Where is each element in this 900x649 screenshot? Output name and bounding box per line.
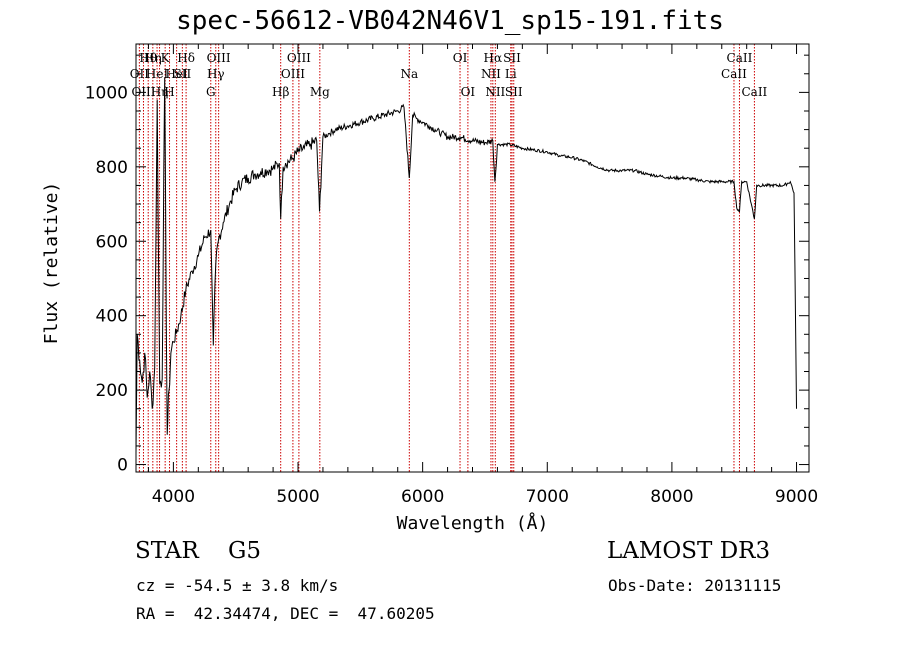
line-label-20: OI xyxy=(461,85,476,99)
line-label-4: HeI xyxy=(146,67,169,81)
line-label-22: Hα xyxy=(484,51,503,65)
line-label-27: CaII xyxy=(721,67,747,81)
emission-line-labels: OIIOIIIHθHηHeIHηKHHeISIIHδGHγOIIIHβOIIIO… xyxy=(130,51,768,99)
line-label-10: Hδ xyxy=(177,51,195,65)
line-label-13: OIII xyxy=(207,51,231,65)
x-axis-label: Wavelength (Å) xyxy=(397,512,549,534)
line-label-17: Mg xyxy=(310,85,330,99)
line-label-28: CaII xyxy=(727,51,753,65)
y-tick-label: 600 xyxy=(96,232,128,252)
line-label-5: Hη xyxy=(151,85,169,99)
line-label-3: Hη xyxy=(144,51,162,65)
object-class: STAR G5 xyxy=(135,538,262,564)
line-label-2: Hθ xyxy=(139,51,157,65)
y-tick-label: 800 xyxy=(96,158,128,178)
line-label-14: Hβ xyxy=(272,85,289,99)
line-label-9: SII xyxy=(174,67,192,81)
line-label-21: NII xyxy=(481,67,501,81)
line-label-25: SII xyxy=(503,51,521,65)
survey-name: LAMOST DR3 xyxy=(607,538,771,564)
y-axis-ticks: 0 200 400 600 800 1000 xyxy=(85,54,809,476)
x-tick-label: 7000 xyxy=(526,487,569,507)
x-tick-label: 6000 xyxy=(401,487,444,507)
x-axis-ticks: 4000 5000 6000 7000 8000 9000 xyxy=(147,44,818,507)
y-tick-label: 0 xyxy=(117,456,128,476)
y-tick-label: 400 xyxy=(96,307,128,327)
line-label-15: OIII xyxy=(281,67,305,81)
x-tick-label: 5000 xyxy=(276,487,319,507)
spectrum-series-line xyxy=(135,77,797,454)
line-label-19: OI xyxy=(453,51,468,65)
coordinates: RA = 42.34474, DEC = 47.60205 xyxy=(136,604,435,623)
y-axis-label: Flux (relative) xyxy=(41,182,62,345)
y-tick-label: 200 xyxy=(96,381,128,401)
line-label-26: SII xyxy=(505,85,523,99)
line-label-16: OIII xyxy=(287,51,311,65)
emission-line-markers xyxy=(138,44,755,472)
obs-date: Obs-Date: 20131115 xyxy=(608,576,782,595)
velocity-readout: cz = -54.5 ± 3.8 km/s xyxy=(136,576,339,595)
plot-frame xyxy=(135,43,810,473)
y-tick-label: 1000 xyxy=(85,83,128,103)
line-label-29: CaII xyxy=(741,85,767,99)
line-label-12: Hγ xyxy=(207,67,225,81)
line-label-18: Na xyxy=(400,67,418,81)
x-tick-label: 9000 xyxy=(775,487,818,507)
line-label-24: Li xyxy=(505,67,517,81)
line-label-11: G xyxy=(206,85,216,99)
x-tick-label: 8000 xyxy=(650,487,693,507)
line-label-7: H xyxy=(164,85,174,99)
line-label-23: NII xyxy=(485,85,505,99)
line-label-6: K xyxy=(161,51,171,65)
line-label-8: HeI xyxy=(165,67,188,81)
chart-title: spec-56612-VB042N46V1_sp15-191.fits xyxy=(176,6,724,36)
x-tick-label: 4000 xyxy=(152,487,195,507)
